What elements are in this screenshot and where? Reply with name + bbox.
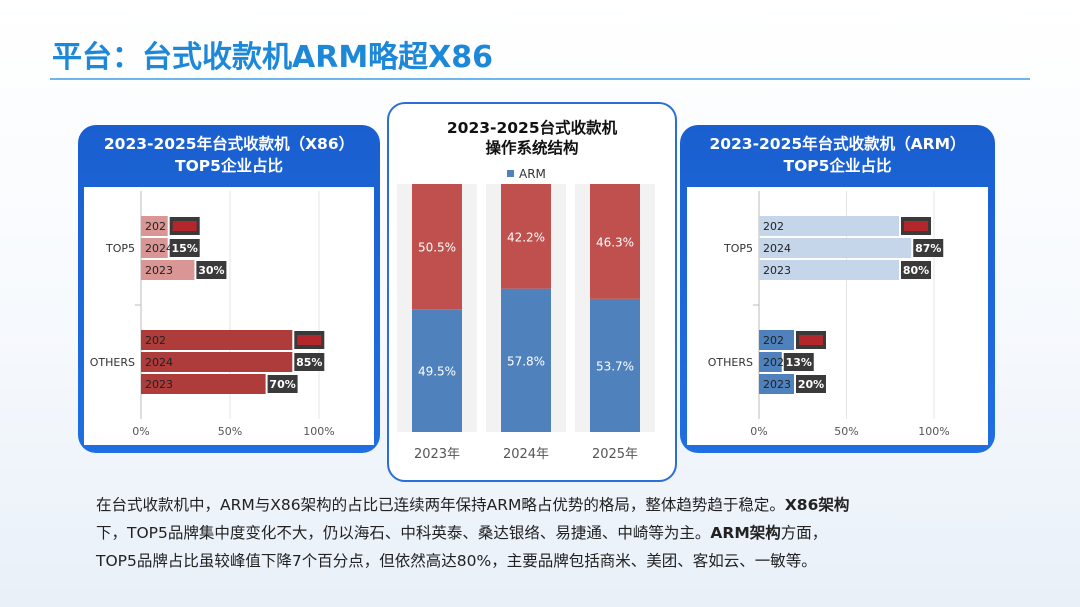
series-label: 2024 — [145, 356, 173, 369]
os-structure-panel: 2023-2025台式收款机 操作系统结构 ARM 49.5% 50.5% 2023年… — [387, 102, 677, 482]
bar-x86 — [501, 184, 551, 289]
summary-x86-highlight: X86架构 — [784, 496, 850, 514]
x86-title-line1: 2023-2025年台式收款机（X86） — [103, 135, 355, 153]
data-label: 80% — [903, 264, 929, 277]
x86-chart-area: 0% 50% 100% TOP5 202 2024 15% 2023 30% OTHERS 202 2… — [84, 187, 374, 445]
data-label-x86: 50.5% — [418, 241, 456, 255]
data-label-box — [783, 353, 814, 371]
bar — [141, 216, 168, 236]
series-label: 2023 — [763, 378, 791, 391]
arm-title-line1: 2023-2025年台式收款机（ARM） — [709, 135, 966, 153]
bar — [141, 330, 293, 350]
series-label: 202 — [145, 334, 166, 347]
os-title-line1: 2023-2025台式收款机 — [446, 119, 618, 137]
data-label-box — [169, 239, 200, 257]
bar-arm — [590, 298, 640, 432]
data-label-arm: 53.7% — [596, 359, 634, 373]
category-label: OTHERS — [90, 356, 135, 369]
legend-label: ARM — [519, 167, 546, 181]
legend-swatch — [507, 170, 514, 177]
bar-arm — [501, 288, 551, 432]
bar — [141, 260, 195, 280]
bar — [759, 374, 794, 394]
bar-x86 — [412, 184, 462, 310]
data-label: 15% — [172, 242, 198, 255]
x86-panel-title: 2023-2025年台式收款机（X86） TOP5企业占比 — [78, 133, 380, 177]
data-label-arm: 49.5% — [418, 365, 456, 379]
os-title-line2: 操作系统结构 — [485, 139, 579, 157]
data-label-obscured — [904, 221, 928, 231]
data-label-obscured — [799, 335, 823, 345]
category-label: TOP5 — [105, 242, 135, 255]
summary-text: 在台式收款机中，ARM与X86架构的占比已连续两年保持ARM略占优势的格局，整体… — [96, 491, 996, 575]
os-structure-chart: ARM 49.5% 50.5% 2023年 57.8% 42.2% 2024年 53.7% 46… — [397, 167, 655, 462]
x86-panel: 2023-2025年台式收款机（X86） TOP5企业占比 0% 50% 100% T… — [78, 125, 380, 453]
bar — [759, 260, 899, 280]
bar — [759, 352, 782, 372]
summary-line1: 在台式收款机中，ARM与X86架构的占比已连续两年保持ARM略占优势的格局，整体… — [96, 496, 785, 514]
series-label: 2023 — [763, 264, 791, 277]
data-label-box — [267, 375, 298, 393]
data-label-obscured — [172, 221, 197, 231]
x-tick-label: 2025年 — [592, 447, 638, 462]
data-label-x86: 42.2% — [507, 230, 545, 244]
arm-title-line2: TOP5企业占比 — [783, 157, 892, 175]
bar-arm — [412, 309, 462, 432]
series-label: 202 — [763, 220, 784, 233]
series-label: 2024 — [763, 242, 791, 255]
os-structure-title: 2023-2025台式收款机 操作系统结构 — [389, 118, 675, 158]
series-label: 2023 — [145, 264, 173, 277]
data-label-x86: 46.3% — [596, 235, 634, 249]
bar — [141, 238, 168, 258]
series-label: 2024 — [145, 242, 173, 255]
arm-chart: 0% 50% 100% TOP5 202 2024 87% 2023 80% OTHERS 202 2… — [708, 191, 950, 438]
x-tick-label: 0% — [132, 425, 149, 438]
data-label-obscured — [297, 335, 322, 345]
summary-line2: 下，TOP5品牌集中度变化不大，仍以海石、中科英泰、桑达银络、易捷通、中崎等为主… — [96, 524, 711, 542]
series-label: 2023 — [145, 378, 173, 391]
data-label: 20% — [798, 378, 824, 391]
arm-chart-area: 0% 50% 100% TOP5 202 2024 87% 2023 80% OTHERS 202 2… — [687, 187, 988, 445]
summary-line2-end: 方面， — [780, 524, 828, 542]
data-label-box — [913, 239, 944, 257]
data-label-box — [901, 261, 931, 279]
bar — [141, 374, 266, 394]
bar — [759, 238, 912, 258]
data-label-box — [196, 261, 227, 279]
data-label: 70% — [269, 378, 295, 391]
x-tick-label: 50% — [834, 425, 858, 438]
data-label: 13% — [786, 356, 812, 369]
category-label: OTHERS — [708, 356, 753, 369]
series-label: 202 — [145, 220, 166, 233]
category-label: TOP5 — [723, 242, 753, 255]
data-label: 87% — [915, 242, 941, 255]
bar-x86 — [590, 184, 640, 299]
arm-panel: 2023-2025年台式收款机（ARM） TOP5企业占比 0% 50% 100% T… — [680, 125, 995, 453]
data-label-box — [796, 375, 826, 393]
bar — [759, 216, 899, 236]
x-tick-label: 100% — [918, 425, 949, 438]
x86-title-line2: TOP5企业占比 — [175, 157, 283, 175]
x-tick-label: 100% — [303, 425, 334, 438]
summary-line3: TOP5品牌占比虽较峰值下降7个百分点，但依然高达80%，主要品牌包括商米、美团… — [96, 552, 817, 570]
x-tick-label: 50% — [218, 425, 242, 438]
data-label-box — [294, 353, 325, 371]
page-title: 平台：台式收款机ARM略超X86 — [52, 40, 494, 75]
series-label: 202 — [763, 334, 784, 347]
data-label: 30% — [198, 264, 224, 277]
arm-panel-title: 2023-2025年台式收款机（ARM） TOP5企业占比 — [680, 133, 995, 177]
x-tick-label: 2023年 — [414, 447, 460, 462]
bar — [759, 330, 794, 350]
x-tick-label: 2024年 — [503, 447, 549, 462]
data-label-arm: 57.8% — [507, 354, 545, 368]
summary-arm-highlight: ARM架构 — [710, 524, 781, 542]
x-tick-label: 0% — [750, 425, 767, 438]
bar — [141, 352, 293, 372]
title-divider — [50, 78, 1030, 80]
data-label: 85% — [296, 356, 322, 369]
